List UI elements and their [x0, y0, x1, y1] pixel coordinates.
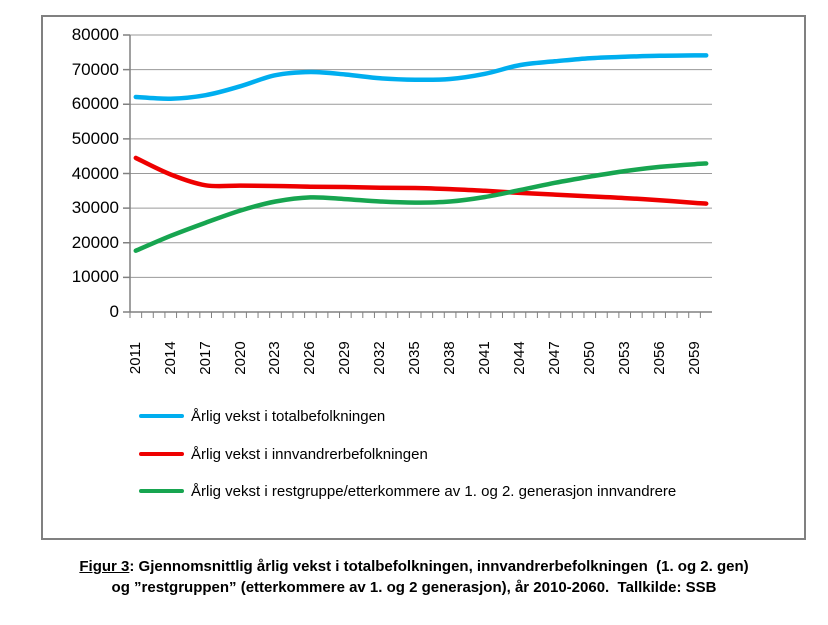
x-axis-tick-label: 2053 — [615, 341, 633, 375]
x-axis-tick-label: 2014 — [161, 341, 179, 375]
y-axis-tick-label: 10000 — [71, 267, 119, 287]
y-axis-tick-label: 60000 — [71, 94, 119, 114]
y-axis-tick-label: 40000 — [71, 163, 119, 183]
x-axis-tick-label: 2026 — [301, 341, 319, 375]
series-line-innvandrerbefolkningen — [133, 155, 709, 206]
legend-item-innvandrerbefolkning: Årlig vekst i innvandrerbefolkningen — [139, 443, 428, 465]
x-axis-tick-label: 2035 — [406, 341, 424, 375]
x-axis-tick-label: 2023 — [266, 341, 284, 375]
x-axis-tick-label: 2059 — [685, 341, 703, 375]
figure-caption-line1: : Gjennomsnittlig årlig vekst i totalbef… — [129, 558, 749, 575]
x-axis-tick-label: 2050 — [580, 341, 598, 375]
y-axis-tick-label: 0 — [109, 302, 119, 321]
legend-line-swatch-red — [139, 451, 184, 457]
legend-label: Årlig vekst i innvandrerbefolkningen — [191, 445, 428, 463]
x-axis-tick-label: 2038 — [441, 341, 459, 375]
x-axis-tick-label: 2032 — [371, 341, 389, 375]
x-axis-tick-label: 2020 — [231, 341, 249, 375]
line-chart-plot — [123, 34, 712, 318]
x-axis-tick-label: 2047 — [545, 341, 563, 375]
y-axis-tick-label: 20000 — [71, 232, 119, 252]
chart-frame: 0 10000 20000 30000 40000 50000 60000 70000 8000… — [41, 15, 806, 540]
y-axis-tick-label: 50000 — [71, 128, 119, 148]
legend-item-totalbefolkning: Årlig vekst i totalbefolkningen — [139, 405, 385, 427]
y-axis-tick-label: 30000 — [71, 198, 119, 218]
series-line-totalbefolkningen — [133, 53, 709, 101]
y-axis-tick-label: 80000 — [71, 25, 119, 44]
legend-label: Årlig vekst i restgruppe/etterkommere av… — [191, 482, 677, 500]
figure-caption-label: Figur 3 — [79, 558, 130, 575]
legend-line-swatch-blue — [139, 413, 184, 419]
y-axis-tick-label: 70000 — [71, 59, 119, 79]
legend-label: Årlig vekst i totalbefolkningen — [191, 407, 386, 425]
figure-caption: Figur 3: Gjennomsnittlig årlig vekst i t… — [0, 556, 828, 598]
x-axis-tick-label: 2056 — [650, 341, 668, 375]
series-line-restgruppe — [133, 161, 709, 253]
x-axis-tick-label: 2029 — [336, 341, 354, 375]
legend-line-swatch-green — [139, 488, 184, 494]
x-axis-tick-label: 2017 — [196, 341, 214, 375]
x-axis-tick-label: 2044 — [510, 341, 528, 375]
legend-item-restgruppe: Årlig vekst i restgruppe/etterkommere av… — [139, 480, 676, 502]
x-axis-tick-label: 2041 — [476, 341, 493, 375]
x-axis-tick-label: 2011 — [126, 341, 144, 375]
figure-caption-line2: og ”restgruppen” (etterkommere av 1. og … — [111, 579, 717, 596]
